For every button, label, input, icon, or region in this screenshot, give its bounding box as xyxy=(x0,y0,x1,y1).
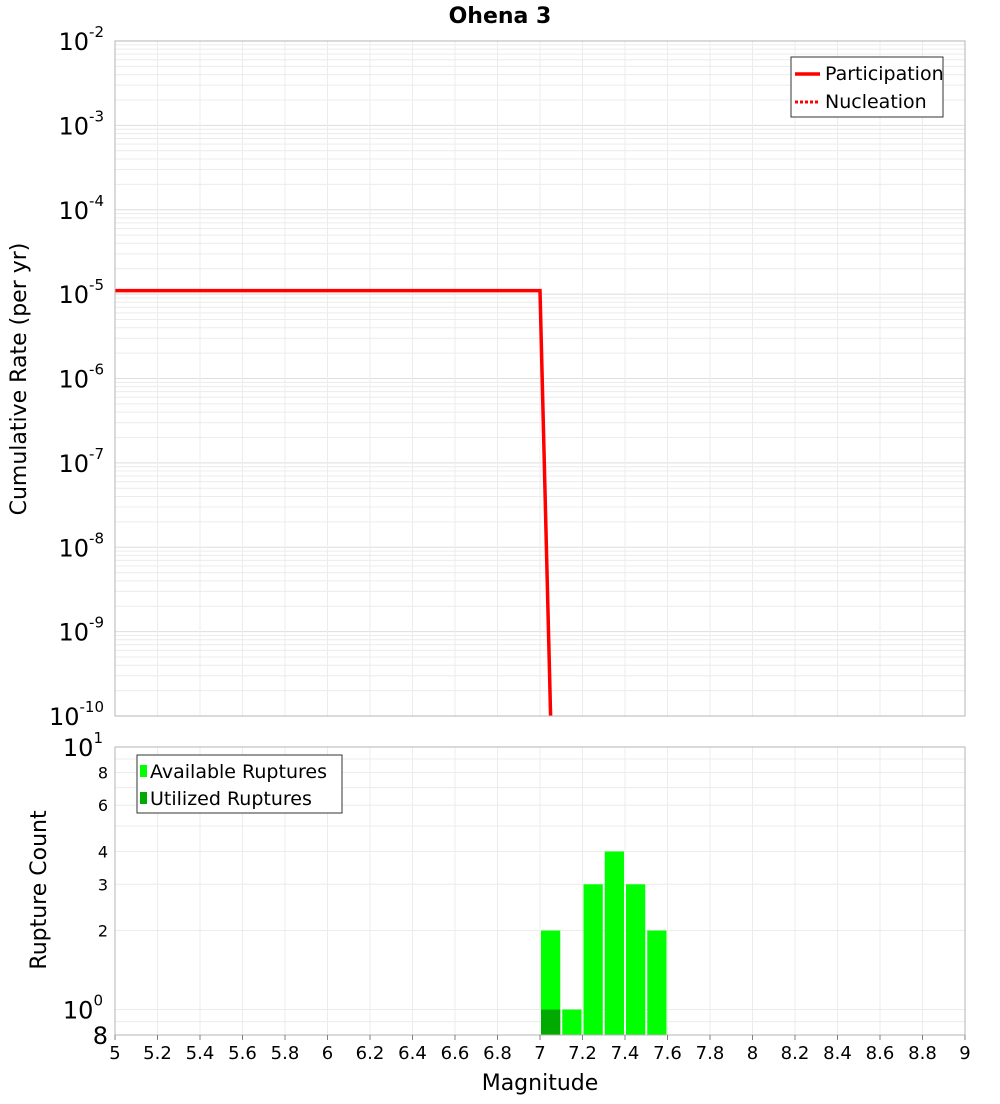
bar-available-ruptures xyxy=(562,1009,582,1035)
bar-available-ruptures xyxy=(541,930,561,1035)
bottom-y-minor-label: 4 xyxy=(98,842,108,861)
x-tick-label: 8.2 xyxy=(781,1043,810,1064)
top-y-tick-label: 10-10 xyxy=(49,698,104,731)
legend-label-available-ruptures: Available Ruptures xyxy=(150,761,327,783)
top-gridlines xyxy=(114,41,966,717)
x-tick-label: 6.6 xyxy=(441,1043,470,1064)
x-tick-label: 8.4 xyxy=(823,1043,852,1064)
x-tick-label: 6.8 xyxy=(483,1043,512,1064)
x-tick-label: 6 xyxy=(322,1043,333,1064)
bar-available-ruptures xyxy=(604,851,624,1035)
bottom-legend: Available Ruptures Utilized Ruptures xyxy=(136,754,343,814)
series-line-nucleation xyxy=(115,289,552,717)
top-y-tick-label: 10-9 xyxy=(58,614,104,647)
top-panel: 10-2 10-3 10-4 10-5 10-6 10-7 10-8 10-9 10-10 Par… xyxy=(49,23,966,731)
top-plot-frame xyxy=(114,40,966,717)
top-y-axis-title: Cumulative Rate (per yr) xyxy=(7,243,32,516)
bottom-y-axis-title: Rupture Count xyxy=(27,810,52,970)
top-y-tick-label: 10-3 xyxy=(58,107,104,140)
bottom-y-minor-label: 6 xyxy=(98,796,108,815)
x-tick-label: 5 xyxy=(109,1043,120,1064)
x-tick-label: 5.6 xyxy=(228,1043,257,1064)
top-y-tick-label: 10-6 xyxy=(58,361,104,394)
legend-swatch-utilized-ruptures xyxy=(140,792,147,804)
top-y-tick-label: 10-5 xyxy=(58,276,104,309)
bottom-y-minor-label: 3 xyxy=(98,875,108,894)
top-y-tick-label: 10-8 xyxy=(58,529,104,562)
top-y-tick-label: 10-4 xyxy=(58,192,104,225)
x-axis-title: Magnitude xyxy=(482,1071,599,1096)
bar-available-ruptures xyxy=(626,884,646,1035)
top-y-tick-label: 10-7 xyxy=(58,445,104,478)
x-tick-label: 7 xyxy=(534,1043,545,1064)
bottom-y-tick-label: 8 xyxy=(93,1022,108,1050)
x-tick-label: 6.2 xyxy=(356,1043,385,1064)
bottom-y-tick-label: 101 xyxy=(63,729,103,762)
x-tick-label: 7.2 xyxy=(568,1043,597,1064)
x-tick-label: 5.8 xyxy=(271,1043,300,1064)
x-axis: 5 5.2 5.4 5.6 5.8 6 6.2 6.4 6.6 6.8 7 7.2 7.4 7.6 7.8 8… xyxy=(109,1035,971,1064)
x-tick-label: 5.2 xyxy=(143,1043,172,1064)
x-tick-label: 8.6 xyxy=(866,1043,895,1064)
chart-title: Ohena 3 xyxy=(449,4,552,29)
bottom-y-tick-label: 100 xyxy=(63,992,103,1025)
x-tick-label: 7.6 xyxy=(653,1043,682,1064)
bottom-y-minor-label: 2 xyxy=(98,922,108,941)
bar-utilized-ruptures xyxy=(541,1009,561,1035)
top-legend: Participation Nucleation xyxy=(790,56,944,118)
bar-available-ruptures xyxy=(583,884,603,1035)
bar-available-ruptures xyxy=(647,930,667,1035)
x-tick-label: 5.4 xyxy=(186,1043,215,1064)
legend-label-participation: Participation xyxy=(825,63,944,85)
legend-label-nucleation: Nucleation xyxy=(825,91,927,113)
x-tick-label: 7.4 xyxy=(611,1043,640,1064)
bottom-y-minor-label: 8 xyxy=(98,763,108,782)
x-tick-label: 6.4 xyxy=(398,1043,427,1064)
top-y-tick-label: 10-2 xyxy=(58,23,104,56)
x-tick-label: 7.8 xyxy=(696,1043,725,1064)
x-tick-label: 8 xyxy=(747,1043,758,1064)
top-legend-box xyxy=(790,56,944,118)
legend-swatch-available-ruptures xyxy=(140,765,147,777)
bottom-legend-box xyxy=(136,754,343,814)
x-tick-label: 9 xyxy=(959,1043,970,1064)
x-tick-label: 8.8 xyxy=(908,1043,937,1064)
legend-label-utilized-ruptures: Utilized Ruptures xyxy=(150,788,312,810)
